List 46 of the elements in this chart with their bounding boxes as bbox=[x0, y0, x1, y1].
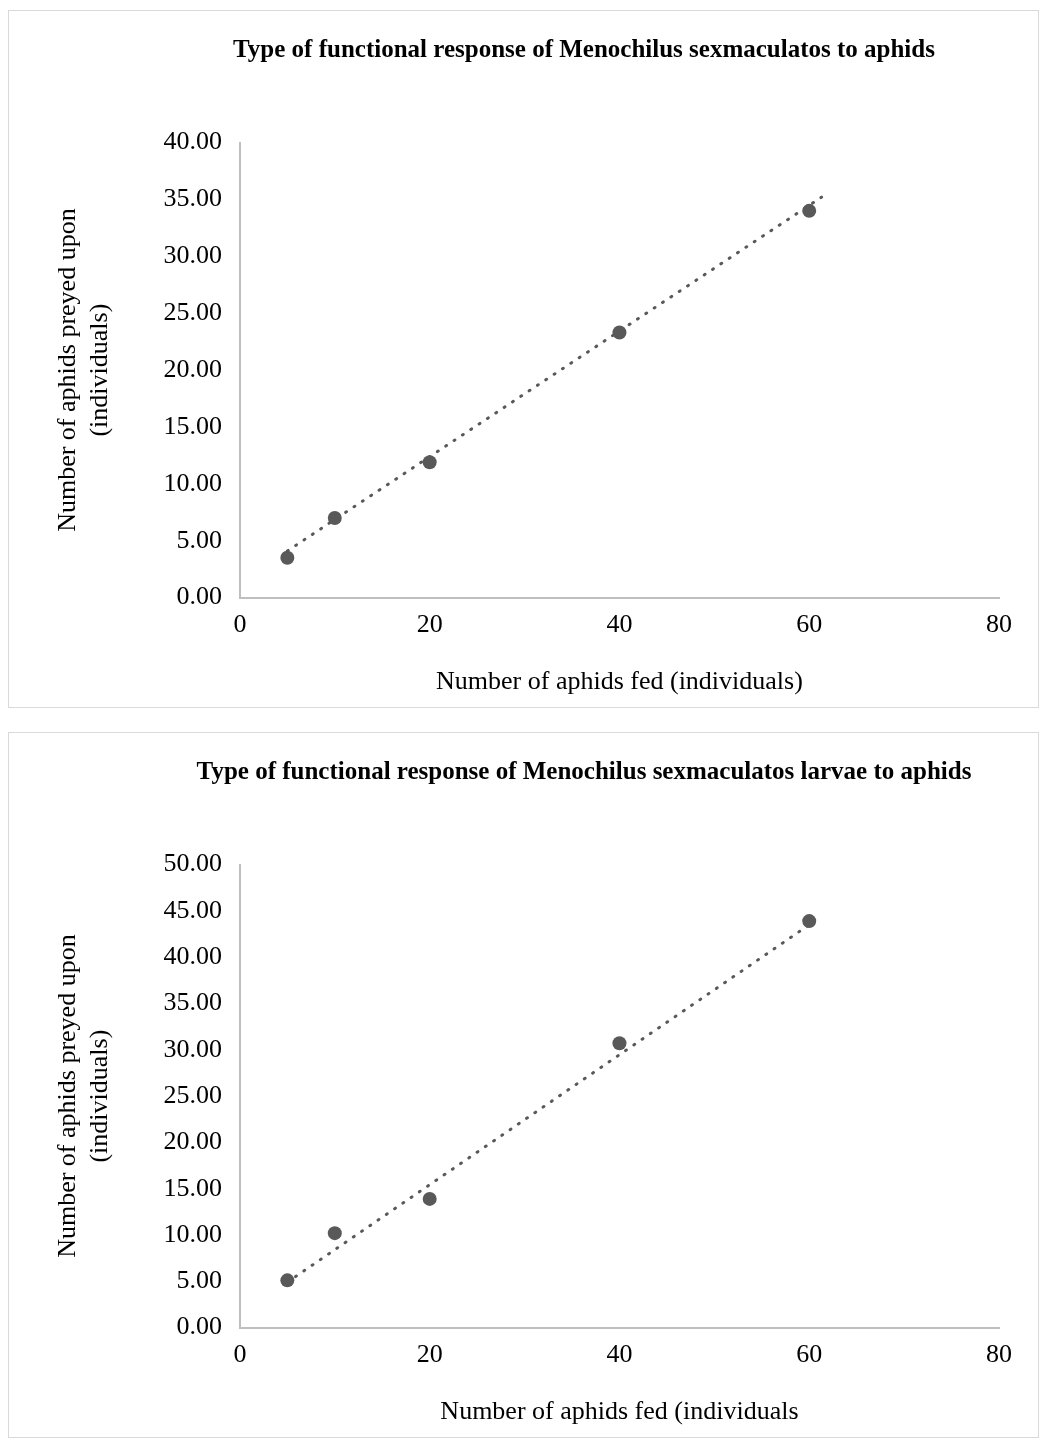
x-tick-label: 20 bbox=[416, 1339, 443, 1369]
x-tick-label: 80 bbox=[986, 1339, 1012, 1369]
y-tick-label: 0.00 bbox=[176, 1311, 222, 1341]
y-tick-label: 0.00 bbox=[176, 581, 222, 611]
x-axis-title: Number of aphids fed (individuals) bbox=[436, 666, 803, 696]
y-tick-label: 30.00 bbox=[163, 240, 222, 270]
y-tick-label: 10.00 bbox=[163, 467, 222, 497]
y-axis-title: Number of aphids preyed upon (individuals) bbox=[52, 934, 113, 1258]
chart-title: Type of functional response of Menochilus sexmaculatos larvae to aphids bbox=[195, 756, 973, 786]
y-tick-label: 15.00 bbox=[163, 1172, 222, 1202]
y-tick-label: 10.00 bbox=[163, 1218, 222, 1248]
point bbox=[422, 1191, 437, 1206]
y-tick-label: 35.00 bbox=[163, 987, 222, 1017]
y-tick-label: 15.00 bbox=[163, 410, 222, 440]
y-tick-label: 5.00 bbox=[176, 1265, 222, 1295]
y-tick-label: 25.00 bbox=[163, 1079, 222, 1109]
x-tick-label: 40 bbox=[606, 1339, 633, 1369]
point bbox=[422, 455, 437, 470]
x-tick-label: 20 bbox=[416, 609, 443, 639]
y-tick-label: 35.00 bbox=[163, 183, 222, 213]
x-tick-label: 60 bbox=[796, 609, 823, 639]
point bbox=[280, 550, 295, 565]
y-tick-label: 50.00 bbox=[163, 848, 222, 878]
y-tick-label: 40.00 bbox=[163, 941, 222, 971]
x-tick-label: 40 bbox=[606, 609, 633, 639]
y-tick-label: 30.00 bbox=[163, 1033, 222, 1063]
point bbox=[802, 914, 817, 929]
x-tick-label: 0 bbox=[233, 609, 247, 639]
y-tick-label: 40.00 bbox=[163, 126, 222, 156]
y-tick-label: 5.00 bbox=[176, 524, 222, 554]
x-tick-label: 60 bbox=[796, 1339, 823, 1369]
y-tick-label: 45.00 bbox=[163, 894, 222, 924]
point bbox=[327, 1226, 342, 1241]
y-axis-title: Number of aphids preyed upon (individuals) bbox=[52, 208, 113, 532]
x-axis-title: Number of aphids fed (individuals bbox=[440, 1396, 799, 1426]
point bbox=[280, 1273, 295, 1288]
point bbox=[612, 325, 627, 340]
point bbox=[612, 1036, 627, 1051]
point bbox=[327, 510, 342, 525]
chart-title: Type of functional response of Menochilus sexmaculatos to aphids bbox=[232, 34, 936, 64]
y-tick-label: 20.00 bbox=[163, 353, 222, 383]
x-tick-label: 0 bbox=[233, 1339, 247, 1369]
y-tick-label: 25.00 bbox=[163, 297, 222, 327]
point bbox=[802, 203, 817, 218]
y-tick-label: 20.00 bbox=[163, 1126, 222, 1156]
x-tick-label: 80 bbox=[986, 609, 1012, 639]
